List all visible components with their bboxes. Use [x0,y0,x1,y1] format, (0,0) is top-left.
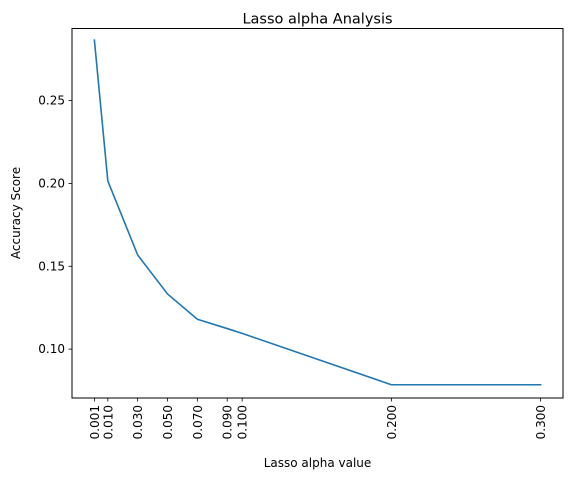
y-tick-label: 0.20 [38,176,65,190]
x-tick-label: 0.100 [236,405,250,439]
x-tick-label: 0.030 [131,405,145,439]
chart-title: Lasso alpha Analysis [242,12,392,28]
x-tick-label: 0.001 [88,405,102,439]
y-tick-label: 0.25 [38,94,65,108]
series-line [93,39,542,386]
x-tick-label: 0.070 [191,405,205,439]
x-tick-label: 0.200 [385,405,399,439]
plot-marks [93,39,542,386]
y-tick-label: 0.15 [38,259,65,273]
x-tick-label: 0.300 [534,405,548,439]
axis-ticks: 0.001 0.010 0.030 0.050 0.070 0.090 0.100 0.200… [38,94,548,440]
x-tick-label: 0.050 [161,405,175,439]
x-axis-label: Lasso alpha value [264,456,372,470]
x-tick-label: 0.010 [101,405,115,439]
y-tick-label: 0.10 [38,342,65,356]
plot-frame [71,28,564,399]
y-axis-label: Accuracy Score [9,167,23,259]
x-tick-label: 0.090 [221,405,235,439]
